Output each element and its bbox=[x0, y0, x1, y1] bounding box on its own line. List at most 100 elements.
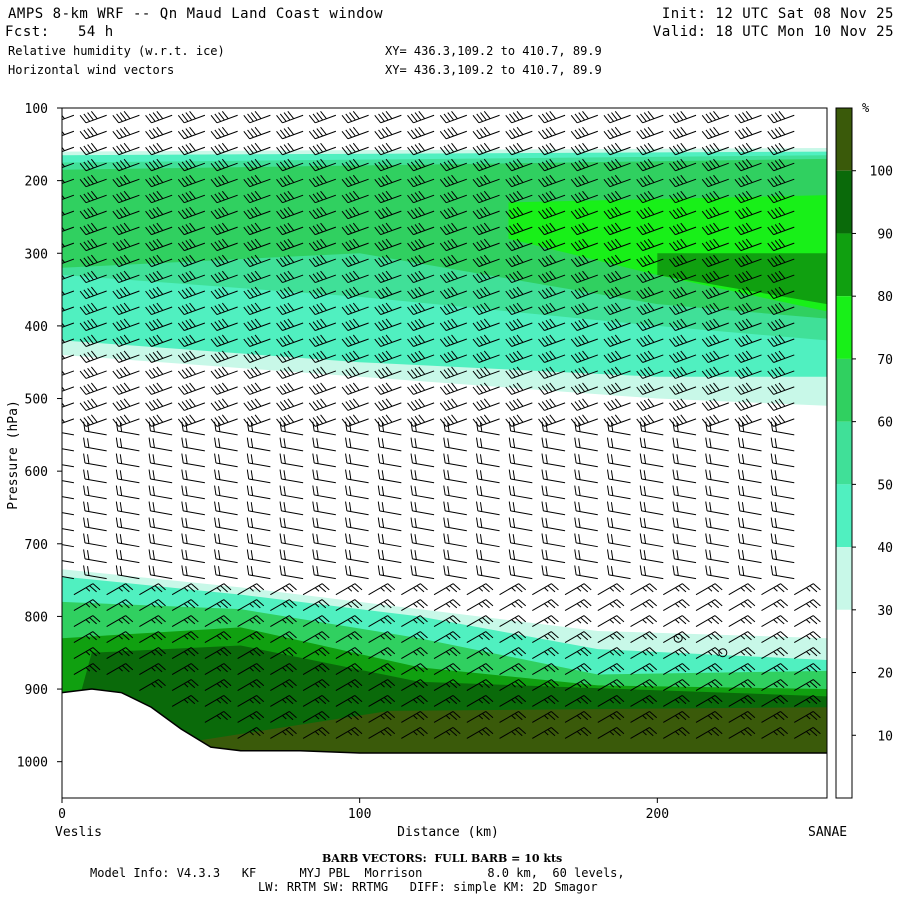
wind-barb-277 bbox=[276, 286, 304, 300]
wind-barb-682 bbox=[603, 366, 631, 379]
wind-barb-680 bbox=[603, 334, 631, 347]
fcst-value: 54 h bbox=[78, 24, 114, 40]
wind-barb-138 bbox=[148, 565, 173, 580]
wind-barb-228 bbox=[243, 142, 271, 156]
wind-barb-74 bbox=[112, 142, 140, 156]
wind-barb-799 bbox=[701, 318, 729, 331]
wind-barb-415 bbox=[377, 565, 402, 580]
wind-barb-605 bbox=[538, 414, 566, 427]
wind-barb-55 bbox=[79, 414, 107, 427]
wind-barb-534 bbox=[476, 549, 500, 564]
wind-barb-558 bbox=[505, 302, 533, 316]
wind-barb-299 bbox=[302, 631, 330, 644]
wind-barb-797 bbox=[701, 286, 729, 300]
wind-barb-190 bbox=[210, 174, 238, 188]
wind-barb-164 bbox=[177, 382, 206, 395]
wind-barb-773 bbox=[672, 533, 697, 548]
wind-barb-421 bbox=[401, 663, 428, 675]
wind-barb-623 bbox=[564, 695, 592, 707]
wind-barb-303 bbox=[302, 695, 330, 707]
wind-barb-875 bbox=[767, 254, 795, 268]
x-tick-label-100: 100 bbox=[348, 807, 371, 822]
wind-barb-482 bbox=[439, 366, 467, 379]
wind-barb-2 bbox=[62, 146, 75, 153]
wind-barb-360 bbox=[341, 334, 369, 347]
wind-barb-803 bbox=[701, 382, 729, 395]
wind-barb-798 bbox=[701, 302, 729, 316]
wind-barb-656 bbox=[597, 583, 625, 596]
wind-barb-357 bbox=[341, 286, 369, 300]
wind-barb-273 bbox=[276, 222, 304, 236]
wind-barb-98 bbox=[115, 517, 140, 532]
wind-barb-268 bbox=[276, 142, 304, 156]
wind-barb-431 bbox=[407, 190, 435, 204]
wind-barb-322 bbox=[308, 366, 337, 379]
wind-barb-829 bbox=[734, 158, 762, 172]
wind-barb-362 bbox=[341, 366, 369, 379]
wind-barb-308 bbox=[308, 142, 337, 156]
wind-barb-604 bbox=[538, 398, 566, 411]
wind-barb-455 bbox=[410, 565, 435, 580]
wind-barb-614 bbox=[541, 549, 566, 564]
wind-barb-315 bbox=[308, 254, 337, 268]
colorbar-band-0 bbox=[836, 735, 852, 798]
wind-barb-391 bbox=[374, 190, 402, 204]
wind-barb-505 bbox=[466, 727, 494, 739]
wind-barb-619 bbox=[564, 631, 592, 644]
wind-barb-484 bbox=[439, 398, 467, 411]
wind-barb-894 bbox=[770, 549, 795, 564]
wind-barb-478 bbox=[439, 302, 467, 316]
wind-barb-900 bbox=[794, 647, 821, 659]
wind-barb-859 bbox=[761, 631, 788, 644]
wind-barb-726 bbox=[639, 421, 664, 436]
wind-barb-254 bbox=[246, 549, 271, 564]
wind-barb-717 bbox=[636, 286, 664, 300]
wind-barb-440 bbox=[407, 334, 435, 347]
wind-barb-757 bbox=[669, 286, 697, 300]
wind-barb-711 bbox=[636, 190, 664, 204]
wind-barb-610 bbox=[541, 485, 566, 500]
wind-barb-575 bbox=[508, 565, 533, 580]
y-tick-label-200: 200 bbox=[25, 175, 48, 190]
wind-barb-147 bbox=[177, 110, 206, 124]
wind-barb-353 bbox=[341, 222, 369, 236]
wind-barb-629 bbox=[570, 158, 598, 172]
wind-barb-824 bbox=[728, 711, 756, 723]
wind-barb-313 bbox=[308, 222, 337, 236]
wind-barb-479 bbox=[439, 318, 467, 331]
wind-barb-851 bbox=[737, 501, 762, 516]
wind-barb-855 bbox=[737, 565, 762, 580]
wind-barb-865 bbox=[761, 727, 788, 739]
wind-barb-714 bbox=[636, 238, 664, 252]
wind-barb-265 bbox=[270, 727, 297, 739]
wind-barb-458 bbox=[433, 615, 461, 628]
wind-barb-540 bbox=[499, 647, 527, 659]
wind-barb-47 bbox=[79, 286, 107, 300]
wind-barb-180 bbox=[204, 631, 232, 644]
wind-barb-247 bbox=[246, 437, 271, 452]
wind-barb-434 bbox=[407, 238, 435, 252]
wind-barb-116 bbox=[145, 222, 173, 236]
wind-barb-117 bbox=[145, 238, 173, 252]
wind-barb-552 bbox=[505, 206, 533, 220]
wind-barb-199 bbox=[210, 318, 238, 331]
wind-barb-541 bbox=[499, 663, 527, 675]
wind-barb-5 bbox=[62, 194, 75, 201]
colorbar-band-10 bbox=[836, 108, 852, 171]
wind-barb-286 bbox=[279, 421, 304, 436]
wind-barb-157 bbox=[177, 270, 206, 284]
wind-barb-112 bbox=[145, 158, 173, 172]
wind-barb-414 bbox=[377, 549, 402, 564]
wind-barb-289 bbox=[279, 469, 304, 484]
wind-barb-342 bbox=[335, 679, 363, 691]
wind-barb-808 bbox=[705, 453, 729, 468]
wind-barb-185 bbox=[204, 711, 232, 723]
colorbar-label-30: 30 bbox=[877, 604, 893, 619]
wind-barb-15 bbox=[62, 354, 75, 360]
wind-barb-768 bbox=[672, 453, 697, 468]
wind-barb-624 bbox=[564, 711, 592, 723]
wind-barb-474 bbox=[439, 238, 467, 252]
wind-barb-366 bbox=[345, 421, 369, 436]
wind-barb-548 bbox=[505, 142, 533, 156]
wind-barb-246 bbox=[246, 421, 271, 436]
